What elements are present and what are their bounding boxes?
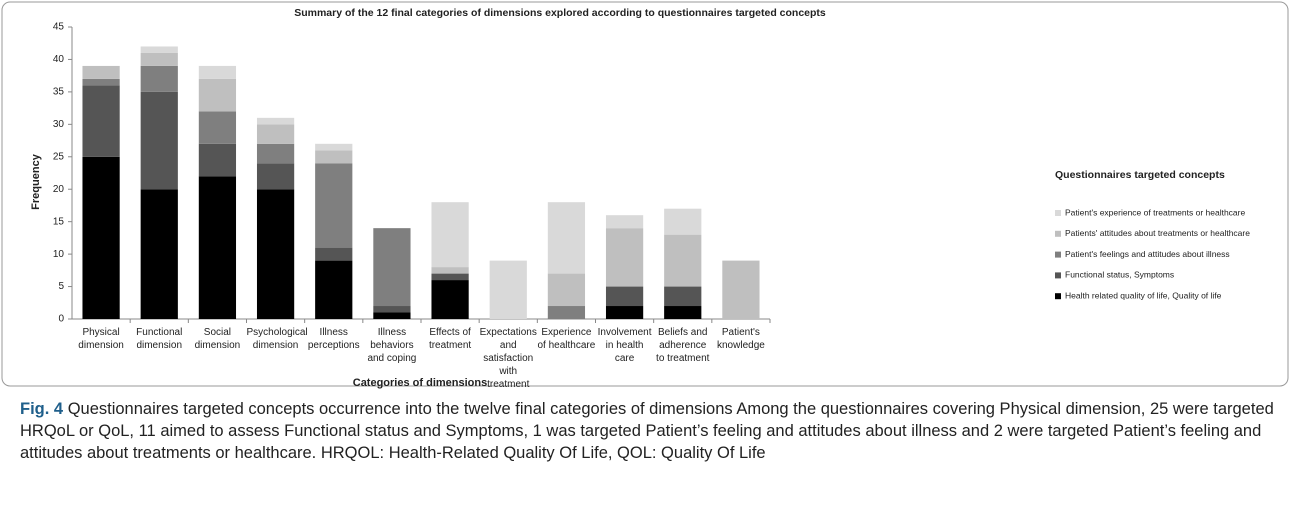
bar-segment bbox=[431, 267, 469, 274]
caption-text: Questionnaires targeted concepts occurre… bbox=[20, 400, 1274, 462]
bar-segment bbox=[315, 260, 353, 319]
x-tick-label: Beliefs and adherence to treatment bbox=[656, 327, 710, 364]
bar-segment bbox=[605, 228, 644, 287]
bar-segment bbox=[664, 234, 702, 287]
y-tick-label: 15 bbox=[53, 216, 65, 227]
bar-segment bbox=[198, 78, 237, 112]
x-tick-label: Social dimension bbox=[194, 327, 241, 351]
legend-title: Questionnaires targeted concepts bbox=[1055, 169, 1225, 181]
bar-segment bbox=[256, 117, 295, 125]
bar-segment bbox=[489, 260, 527, 319]
y-tick-label: 30 bbox=[53, 119, 65, 130]
x-tick-label: Involvement in health care bbox=[597, 327, 652, 364]
legend-label: Patient's experience of treatments or he… bbox=[1065, 207, 1245, 217]
bar-segment bbox=[373, 228, 411, 307]
frame bbox=[1, 1, 1289, 387]
bar-segment bbox=[315, 143, 353, 151]
bar-segment bbox=[547, 306, 586, 319]
bar-segment bbox=[605, 215, 644, 229]
bar-segment bbox=[373, 312, 411, 319]
bar-segment bbox=[547, 202, 586, 274]
bar-segment bbox=[373, 306, 411, 313]
x-tick-label: Patient's knowledge bbox=[717, 327, 765, 351]
bar-segment bbox=[140, 46, 178, 53]
legend-swatch bbox=[1055, 230, 1061, 237]
bar-segment bbox=[140, 189, 178, 319]
legend-swatch bbox=[1055, 210, 1061, 216]
bar-segment bbox=[140, 52, 178, 66]
bar-segment bbox=[82, 78, 120, 86]
bar-segment bbox=[431, 280, 469, 319]
bar-segment bbox=[256, 143, 295, 164]
bar-segment bbox=[256, 163, 295, 190]
bar-segment bbox=[315, 150, 353, 164]
x-tick-label: Functional dimension bbox=[136, 327, 183, 351]
x-tick-label: Physical dimension bbox=[78, 327, 124, 351]
legend-label: Patient's feelings and attitudes about i… bbox=[1065, 249, 1230, 259]
bar-segment bbox=[547, 273, 586, 307]
bar-segment bbox=[664, 306, 702, 319]
bar-segment bbox=[315, 163, 353, 248]
legend-swatch bbox=[1055, 293, 1061, 300]
x-tick-label: Illness perceptions bbox=[307, 327, 360, 351]
legend-swatch bbox=[1055, 251, 1061, 258]
bar-segment bbox=[431, 202, 469, 268]
bar-segment bbox=[82, 156, 120, 319]
y-tick-label: 40 bbox=[53, 54, 65, 65]
x-tick-label: Expectations and satisfaction with treat… bbox=[479, 327, 537, 390]
bar-segment bbox=[198, 111, 237, 144]
y-tick-label: 35 bbox=[53, 87, 65, 98]
bar-segment bbox=[722, 260, 760, 319]
bar-segment bbox=[256, 189, 295, 319]
legend-label: Patients' attitudes about treatments or … bbox=[1065, 228, 1250, 238]
y-tick-label: 0 bbox=[58, 314, 64, 325]
chart: Summary of the 12 final categories of di… bbox=[1, 1, 1289, 389]
x-tick-label: Effects of treatment bbox=[428, 327, 472, 351]
bar-segment bbox=[605, 306, 644, 319]
bar-segment bbox=[198, 143, 237, 177]
bar-segment bbox=[315, 247, 353, 261]
bar-segment bbox=[431, 273, 469, 281]
caption-label: Fig. 4 bbox=[20, 400, 64, 418]
x-tick-label: Experience of healthcare bbox=[537, 327, 596, 351]
x-axis-title: Categories of dimensions bbox=[353, 377, 487, 389]
legend-swatch bbox=[1055, 272, 1061, 279]
bar-segment bbox=[82, 65, 120, 79]
bar-segment bbox=[140, 91, 178, 190]
y-tick-label: 20 bbox=[53, 184, 65, 195]
bar-segment bbox=[664, 208, 702, 235]
bar-segment bbox=[198, 65, 237, 79]
bar-segment bbox=[256, 124, 295, 144]
legend-label: Health related quality of life, Quality … bbox=[1065, 290, 1222, 300]
y-axis-title: Frequency bbox=[30, 153, 42, 210]
bar-segment bbox=[82, 85, 120, 157]
bar-segment bbox=[605, 286, 644, 307]
bar-segment bbox=[198, 176, 237, 319]
y-tick-label: 5 bbox=[58, 281, 64, 292]
x-tick-label: Psychological dimension bbox=[246, 327, 308, 351]
x-tick-label: Illness behaviors and coping bbox=[367, 327, 417, 364]
chart-title: Summary of the 12 final categories of di… bbox=[294, 7, 826, 19]
bar-segment bbox=[664, 286, 702, 307]
caption: Fig. 4 Questionnaires targeted concepts … bbox=[20, 398, 1275, 464]
y-tick-label: 45 bbox=[53, 22, 65, 33]
y-tick-label: 10 bbox=[53, 249, 65, 260]
y-tick-label: 25 bbox=[53, 151, 65, 162]
bar-segment bbox=[140, 65, 178, 92]
legend-label: Functional status, Symptoms bbox=[1065, 270, 1174, 280]
